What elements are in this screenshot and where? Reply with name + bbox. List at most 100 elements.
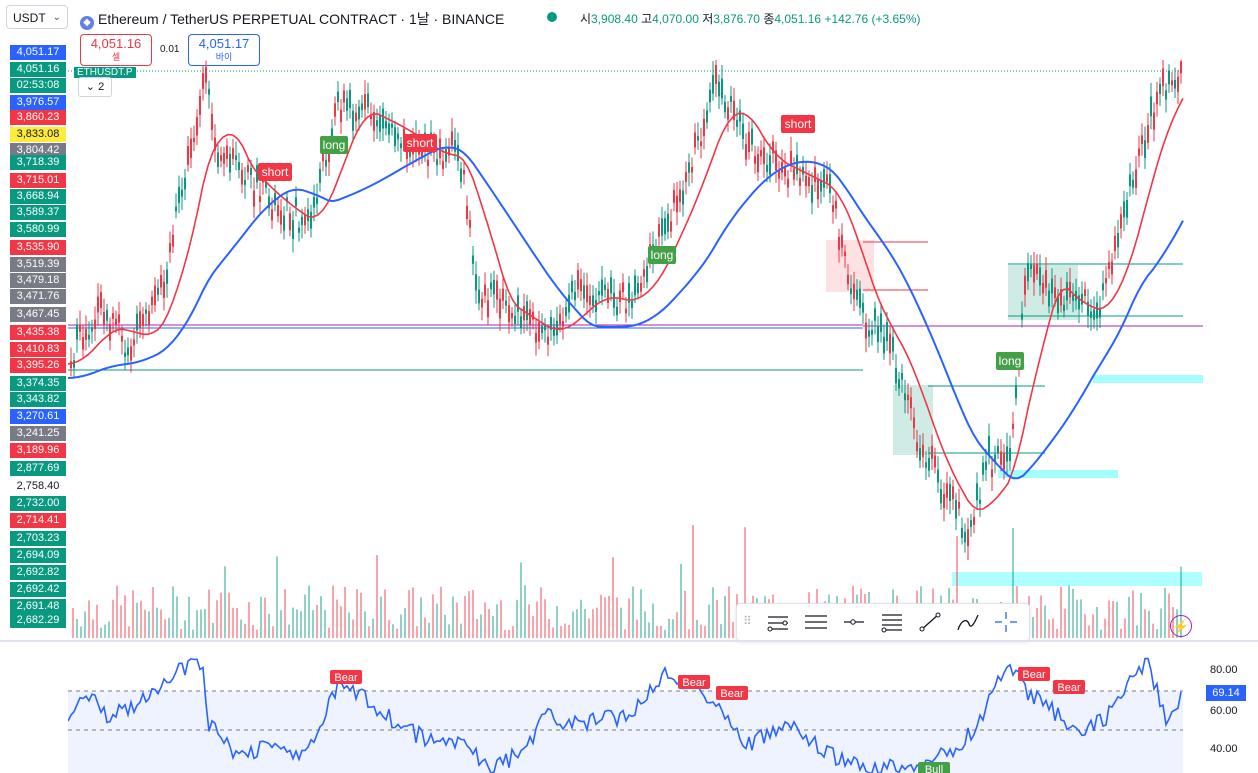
sell-button[interactable]: 4,051.16 셀 (80, 34, 152, 66)
candle-body (880, 313, 882, 332)
volume-bar (524, 585, 526, 638)
volume-bar (500, 600, 502, 638)
candle-body (349, 89, 351, 109)
rsi-signal-bear[interactable]: Bear (1018, 667, 1050, 681)
candle-body (1165, 90, 1167, 100)
candle-body (1078, 295, 1080, 310)
fib-levels-icon[interactable] (879, 610, 905, 634)
drag-handle-icon[interactable]: ⠿ (743, 614, 752, 628)
candle-body (1108, 262, 1110, 269)
candle-body (337, 91, 339, 103)
signal-label-short[interactable]: short (258, 163, 292, 181)
candle-body (613, 292, 615, 308)
candle-body (529, 308, 531, 325)
crosshair-icon[interactable] (993, 610, 1019, 634)
volume-bar (480, 614, 482, 638)
parallel-channel-icon[interactable] (765, 610, 791, 634)
signal-label-long[interactable]: long (996, 352, 1024, 370)
candle-body (751, 128, 753, 145)
volume-bar (160, 609, 162, 638)
brush-icon[interactable] (955, 610, 981, 634)
rsi-chart[interactable]: Bear Bear Bear Bear Bear Bull (68, 645, 1204, 773)
volume-bar (744, 527, 746, 638)
volume-bar (728, 586, 730, 638)
volume-bar (88, 600, 90, 638)
candle-body (1138, 148, 1140, 156)
candle-body (214, 137, 216, 151)
candle-body (859, 288, 861, 308)
volume-bar (712, 587, 714, 638)
candle-body (1060, 289, 1062, 306)
candle-body (118, 314, 120, 323)
candle-body (874, 308, 876, 321)
candle-body (628, 283, 630, 303)
trend-line-icon[interactable] (917, 610, 943, 634)
volume-bar (76, 619, 78, 638)
candle-body (325, 160, 327, 167)
volume-bar (1144, 609, 1146, 638)
candle-body (892, 336, 894, 352)
volume-bar (292, 607, 294, 638)
candle-body (1033, 264, 1035, 283)
price-label: 3,668.94 (10, 189, 66, 204)
candle-body (958, 501, 960, 509)
candle-body (967, 529, 969, 547)
candle-body (142, 313, 144, 326)
volume-bar (472, 590, 474, 638)
candle-body (502, 288, 504, 301)
volume-bar (144, 609, 146, 638)
volume-bar (692, 525, 694, 638)
lightning-icon[interactable]: ⚡ (1170, 615, 1192, 637)
rsi-signal-bear[interactable]: Bear (678, 675, 710, 689)
candle-body (73, 360, 75, 368)
volume-bar (568, 624, 570, 638)
signal-label-long[interactable]: long (648, 246, 676, 264)
svg-text:Bull: Bull (925, 764, 943, 773)
candle-body (508, 305, 510, 323)
rsi-signal-bear[interactable]: Bear (1053, 680, 1085, 694)
symbol-select[interactable]: USDT ⌄ (6, 5, 68, 29)
candle-body (706, 110, 708, 123)
volume-bar (1092, 614, 1094, 638)
chart-title[interactable]: ◆ Ethereum / TetherUS PERPETUAL CONTRACT … (80, 9, 504, 30)
volume-bar (328, 627, 330, 638)
volume-bar (1132, 590, 1134, 638)
candle-body (889, 333, 891, 354)
signal-label-long[interactable]: long (320, 136, 348, 154)
candle-body (397, 133, 399, 140)
volume-bar (248, 601, 250, 638)
price-chart[interactable]: short long short long short long (68, 60, 1204, 640)
volume-bar (612, 557, 614, 638)
price-label: 3,395.26 (10, 358, 66, 373)
candle-body (427, 159, 429, 167)
rsi-signal-bear[interactable]: Bear (330, 670, 362, 684)
signal-label-short[interactable]: short (781, 115, 815, 133)
volume-bar (456, 602, 458, 638)
candle-body (1063, 304, 1065, 312)
pane-divider[interactable] (0, 640, 1258, 642)
horizontal-lines-icon[interactable] (803, 610, 829, 634)
horizontal-ray-icon[interactable] (841, 610, 867, 634)
candle-body (1147, 125, 1149, 143)
market-status-icon[interactable] (547, 12, 557, 22)
volume-bar (164, 619, 166, 638)
collapse-indicators-button[interactable]: ⌄ 2 (78, 77, 112, 97)
candle-body (373, 112, 375, 131)
candle-body (163, 281, 165, 298)
volume-bar (176, 596, 178, 638)
candle-body (712, 74, 714, 94)
candle-body (709, 89, 711, 103)
candle-body (964, 531, 966, 543)
candle-body (925, 462, 927, 468)
buy-button[interactable]: 4,051.17 바이 (188, 34, 260, 66)
signal-label-short[interactable]: short (403, 134, 437, 152)
volume-bar (488, 609, 490, 638)
volume-bar (1136, 625, 1138, 638)
volume-bar (1036, 608, 1038, 638)
candle-body (271, 209, 273, 221)
rsi-signal-bear[interactable]: Bear (716, 686, 748, 700)
candle-body (922, 444, 924, 458)
svg-text:short: short (407, 136, 434, 150)
candle-body (352, 110, 354, 131)
rsi-signal-bull[interactable]: Bull (918, 762, 950, 773)
